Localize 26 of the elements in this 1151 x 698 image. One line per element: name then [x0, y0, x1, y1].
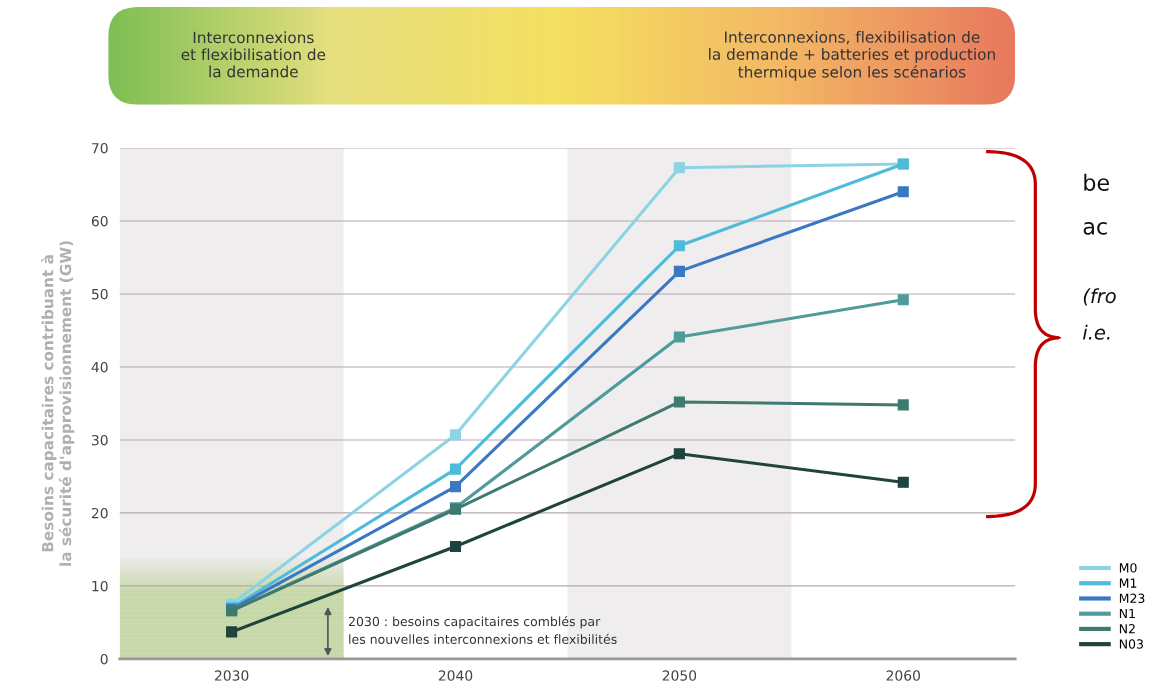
x-tick-label: 2030: [214, 670, 249, 681]
y-tick-label: 70: [92, 142, 108, 154]
text: Interconnexions, flexibilisation de la demande + batteries et production thermique selon les scénarios: [709, 30, 995, 81]
legend-label: M0: [1119, 563, 1137, 573]
legend-label: M23: [1119, 593, 1145, 604]
text: ac: [1083, 221, 1107, 235]
y-tick-label: 0: [100, 653, 108, 665]
text: i.e.: [1083, 324, 1110, 340]
text: (fro: [1083, 288, 1116, 306]
text: be: [1084, 173, 1109, 191]
y-tick-label: 50: [91, 288, 108, 300]
x-tick-label: 2060: [886, 670, 920, 681]
y-tick-label: 10: [92, 580, 108, 592]
x-tick-label: 2050: [662, 670, 697, 681]
legend-label: N2: [1119, 624, 1135, 634]
x-tick-label: 2040: [438, 670, 473, 681]
y-tick-label: 20: [91, 507, 108, 519]
y-axis-title: Besoins capacitaires contribuant à la sécurité d'approvisionnement (GW): [41, 241, 75, 566]
legend-label: N1: [1119, 608, 1135, 619]
annotation: 2030 : besoins capacitaires comblés par les nouvelles interconnexions et flexibilités: [348, 615, 617, 644]
text: Interconnexions et flexibilisation de la demande: [181, 31, 326, 78]
legend-label: N03: [1119, 639, 1143, 649]
y-tick-label: 40: [91, 361, 108, 373]
y-tick-label: 30: [91, 434, 108, 446]
legend-label: M1: [1119, 578, 1137, 588]
y-tick-label: 60: [91, 215, 108, 227]
